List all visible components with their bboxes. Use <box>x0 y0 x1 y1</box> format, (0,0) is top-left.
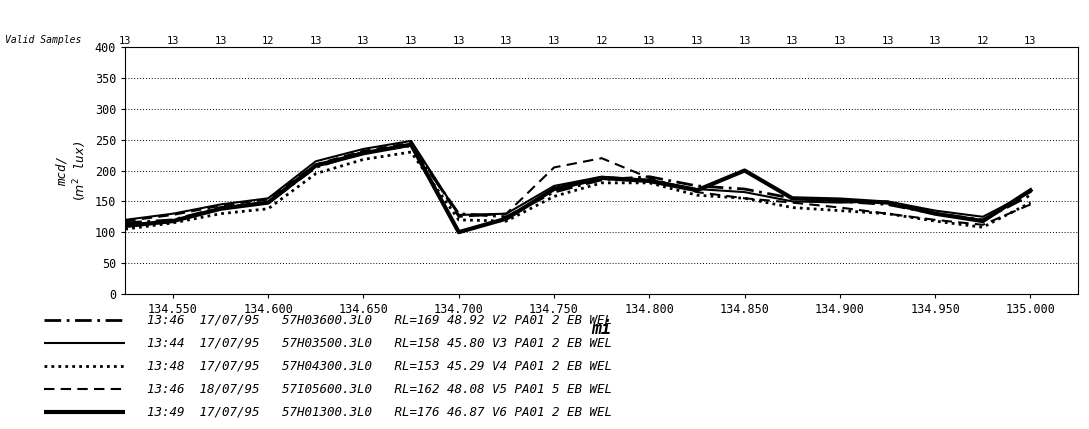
Text: 13:46  18/07/95   57I05600.3L0   RL=162 48.08 V5 PA01 5 EB WEL: 13:46 18/07/95 57I05600.3L0 RL=162 48.08… <box>147 383 612 396</box>
Text: 13:48  17/07/95   57H04300.3L0   RL=153 45.29 V4 PA01 2 EB WEL: 13:48 17/07/95 57H04300.3L0 RL=153 45.29… <box>147 360 612 372</box>
Text: 13:46  17/07/95   57H03600.3L0   RL=169 48.92 V2 PA01 2 EB WEL: 13:46 17/07/95 57H03600.3L0 RL=169 48.92… <box>147 313 612 326</box>
Text: 13:49  17/07/95   57H01300.3L0   RL=176 46.87 V6 PA01 2 EB WEL: 13:49 17/07/95 57H01300.3L0 RL=176 46.87… <box>147 406 612 419</box>
Text: 13:44  17/07/95   57H03500.3L0   RL=158 45.80 V3 PA01 2 EB WEL: 13:44 17/07/95 57H03500.3L0 RL=158 45.80… <box>147 336 612 349</box>
X-axis label: mi: mi <box>591 320 612 338</box>
Y-axis label: mcd/
$(m^2$ lux): mcd/ $(m^2$ lux) <box>56 140 89 201</box>
Text: Valid Samples: Valid Samples <box>5 35 82 45</box>
